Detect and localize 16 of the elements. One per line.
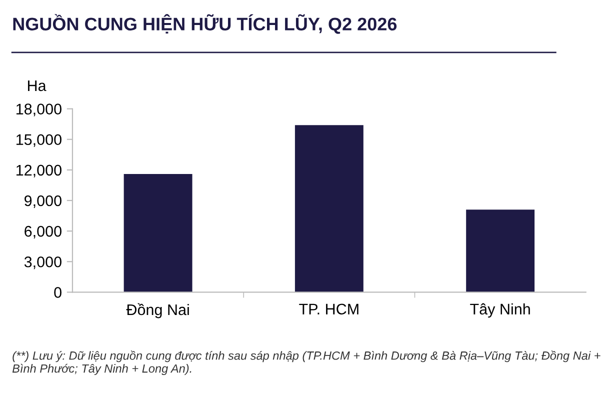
bar: [466, 210, 535, 292]
y-axis-title: Ha: [28, 80, 46, 92]
y-tick-label: 12,000: [16, 164, 62, 178]
x-tick-label: Tây Ninh: [470, 303, 530, 318]
y-tick-label: 18,000: [16, 104, 62, 116]
bar: [124, 174, 192, 292]
y-tick-label: 0: [54, 287, 62, 298]
chart-title: NGUỒN CUNG HIỆN HỮU TÍCH LŨY, Q2 2026: [13, 14, 397, 34]
y-tick-label: 9,000: [24, 195, 62, 208]
text: (**) Lưu ý: Dữ liệu nguồn cung được tính sau sáp nhập (TP.HCM + Bình Dương & Bà Rịa–Vũng Tàu; Đồng Nai + Bình Phước; Tây Ninh + Long An).: [12, 350, 600, 376]
x-tick-label: Đồng Nai: [126, 303, 189, 318]
y-tick-label: 6,000: [24, 226, 62, 239]
bar: [294, 125, 364, 292]
y-tick-label: 15,000: [16, 134, 62, 147]
x-tick-label: TP. HCM: [299, 304, 358, 315]
y-tick-label: 3,000: [24, 256, 62, 270]
